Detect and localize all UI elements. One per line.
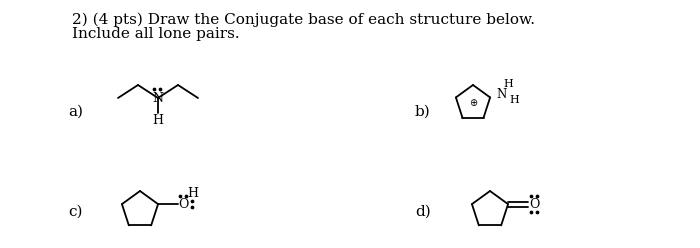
Text: d): d) <box>415 205 430 219</box>
Text: O: O <box>529 198 539 211</box>
Text: H: H <box>503 79 513 90</box>
Text: H: H <box>509 95 519 105</box>
Text: c): c) <box>68 205 83 219</box>
Text: Include all lone pairs.: Include all lone pairs. <box>72 27 239 41</box>
Text: N: N <box>153 92 164 104</box>
Text: b): b) <box>415 105 430 119</box>
Text: a): a) <box>68 105 83 119</box>
Text: N: N <box>496 88 506 101</box>
Text: H: H <box>153 115 164 127</box>
Text: H: H <box>188 187 199 200</box>
Text: 2) (4 pts) Draw the Conjugate base of each structure below.: 2) (4 pts) Draw the Conjugate base of ea… <box>72 13 535 27</box>
Text: ⊕: ⊕ <box>469 98 477 108</box>
Text: O: O <box>178 198 188 211</box>
